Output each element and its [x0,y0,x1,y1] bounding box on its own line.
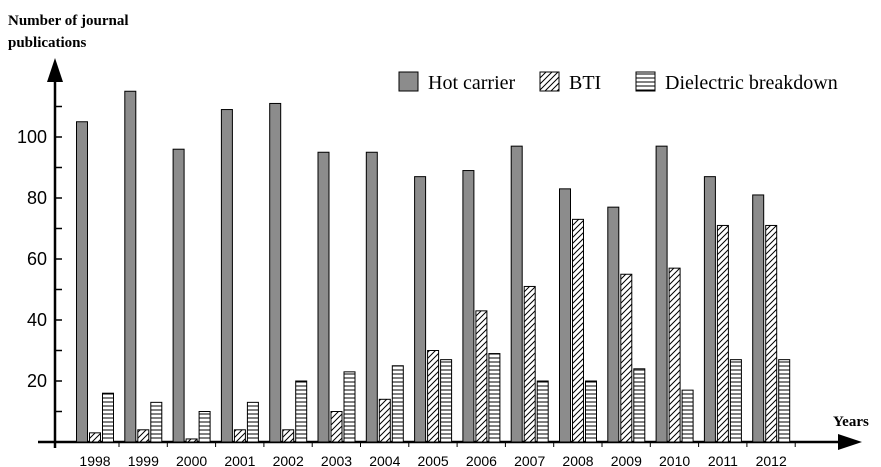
bar-hot-carrier [76,121,88,443]
x-category-label: 2002 [273,453,304,467]
bar-bti [572,218,584,443]
x-category-labels: 1998 1999 2000 2001 2002 2003 2004 2005 2006 2007… [79,442,796,467]
x-category-label: 2009 [611,453,642,467]
legend-swatch-hot-carrier [398,71,419,92]
legend-label-dielectric-breakdown: Dielectric breakdown [665,72,838,94]
bar-hot-carrier [752,194,765,443]
bar-dielectric-breakdown [246,401,259,443]
bar-bti [716,224,729,443]
x-category-label: 2008 [562,453,593,467]
bar-dielectric-breakdown [585,380,597,443]
bar-dielectric-breakdown [633,368,646,443]
x-axis-label: Years [833,414,869,430]
legend: Hot carrier BTI Dielectric breakdown [398,71,838,94]
bar-bti [330,411,343,443]
bar-bti [523,285,536,443]
bar-dielectric-breakdown [150,401,163,443]
y-tick-label: 80 [27,188,47,208]
x-category-label: 2000 [176,453,207,467]
bar-hot-carrier [124,90,137,443]
legend-swatch-dielectric-breakdown [635,71,656,92]
y-axis-label-line-2: publications [8,35,87,51]
bar-bti [233,429,246,443]
bar-dielectric-breakdown [198,411,211,443]
x-category-label: 2007 [514,453,545,467]
bar-dielectric-breakdown [295,380,308,443]
x-category-label: 2006 [466,453,497,467]
x-category-label: 2005 [418,453,449,467]
x-category-label: 2010 [659,453,690,467]
bar-dielectric-breakdown [391,365,404,443]
bar-hot-carrier [269,102,282,443]
bar-dielectric-breakdown [488,353,501,443]
x-category-label: 2012 [756,453,787,467]
legend-label-hot-carrier: Hot carrier [428,72,516,94]
x-category-label: 2004 [369,453,400,467]
bar-bti [765,224,778,443]
bar-hot-carrier [462,170,475,443]
bar-dielectric-breakdown [536,380,549,443]
y-tick-label: 100 [17,127,47,147]
y-axis-label-line-1: Number of journal [8,13,129,29]
legend-swatch-bti [539,71,560,92]
y-tick-label: 60 [27,249,47,269]
bar-bti [282,429,295,443]
bar-dielectric-breakdown [102,392,114,443]
bar-dielectric-breakdown [729,359,742,443]
bar-hot-carrier [607,206,620,443]
y-ticks: 20 40 60 80 100 [17,105,62,413]
bar-hot-carrier [220,109,233,443]
x-axis-arrow [838,434,862,450]
legend-label-bti: BTI [569,72,601,94]
x-category-label: 1999 [128,453,159,467]
bar-bti [185,438,198,443]
x-category-label: 1998 [79,453,110,467]
bar-bti [427,350,440,443]
bar-bti [668,267,681,443]
bar-hot-carrier [703,176,716,443]
x-category-label: 2003 [321,453,352,467]
bar-dielectric-breakdown [681,389,694,443]
x-category-label: 2011 [708,453,738,467]
bar-bti [378,398,391,443]
bar-hot-carrier [655,145,668,443]
bar-dielectric-breakdown [778,359,791,443]
bars [76,90,791,443]
bar-bti [89,432,101,443]
bar-hot-carrier [414,176,427,443]
x-category-label: 2001 [224,453,255,467]
bar-bti [620,273,633,443]
bar-hot-carrier [317,151,330,443]
bar-bti [475,310,488,443]
bar-hot-carrier [172,148,185,443]
bar-hot-carrier [559,188,571,443]
bar-hot-carrier [365,151,378,443]
bar-dielectric-breakdown [440,359,453,443]
bar-bti [137,429,150,443]
y-tick-label: 20 [27,371,47,391]
y-axis-arrow [47,58,63,82]
y-tick-label: 40 [27,310,47,330]
bar-dielectric-breakdown [343,371,356,443]
bar-hot-carrier [510,145,523,443]
